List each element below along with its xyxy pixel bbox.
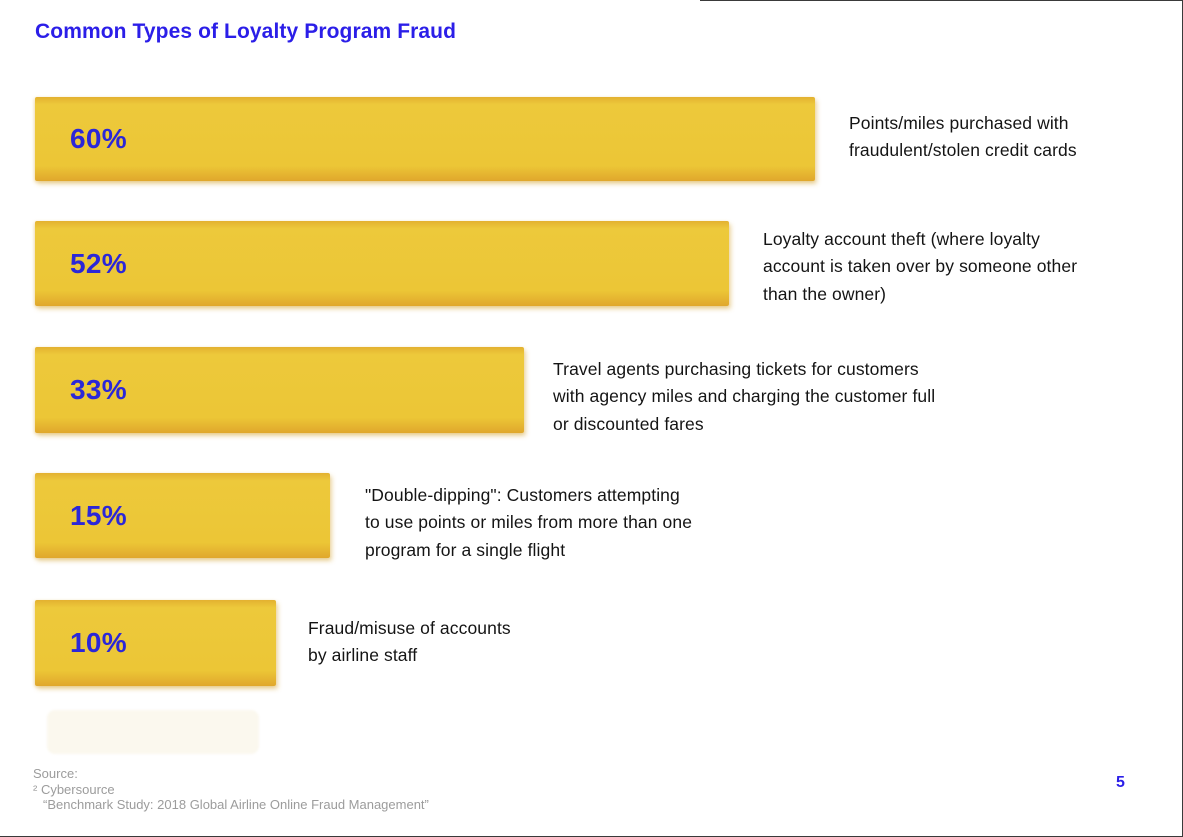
page-number: 5 bbox=[1116, 774, 1125, 791]
bar-category-label: Points/miles purchased with fraudulent/s… bbox=[849, 113, 1077, 161]
bar-value-label: 15% bbox=[70, 499, 127, 531]
bar-travel-agents: 33% bbox=[35, 347, 524, 433]
bar-double-dipping: 15% bbox=[35, 473, 330, 558]
source-label: Source: bbox=[33, 766, 78, 781]
top-edge-line bbox=[700, 0, 1182, 1]
bar-category-label: Fraud/misuse of accounts by airline staf… bbox=[308, 618, 511, 666]
bar-value-label: 60% bbox=[70, 123, 127, 154]
source-reference: ² Cybersource bbox=[33, 781, 115, 797]
bar-value-label: 33% bbox=[70, 374, 127, 405]
bar-points-miles-purchased: 60% bbox=[35, 97, 815, 181]
bar-category-label: "Double-dipping": Customers attempting t… bbox=[365, 485, 693, 560]
faint-ghost-bar bbox=[47, 710, 259, 754]
bar-value-label: 52% bbox=[70, 247, 127, 279]
source-block: Source: ² Cybersource “Benchmark Study: … bbox=[33, 766, 429, 813]
bar-value-label: 10% bbox=[70, 627, 127, 658]
bar-category-label: Travel agents purchasing tickets for cus… bbox=[553, 359, 936, 434]
bar-category-label: Loyalty account theft (where loyalty acc… bbox=[763, 229, 1078, 304]
bar-loyalty-account-theft: 52% bbox=[35, 221, 729, 306]
bar-fraud-misuse-staff: 10% bbox=[35, 600, 276, 686]
chart-title: Common Types of Loyalty Program Fraud bbox=[35, 20, 457, 44]
source-study-title: “Benchmark Study: 2018 Global Airline On… bbox=[43, 797, 429, 812]
